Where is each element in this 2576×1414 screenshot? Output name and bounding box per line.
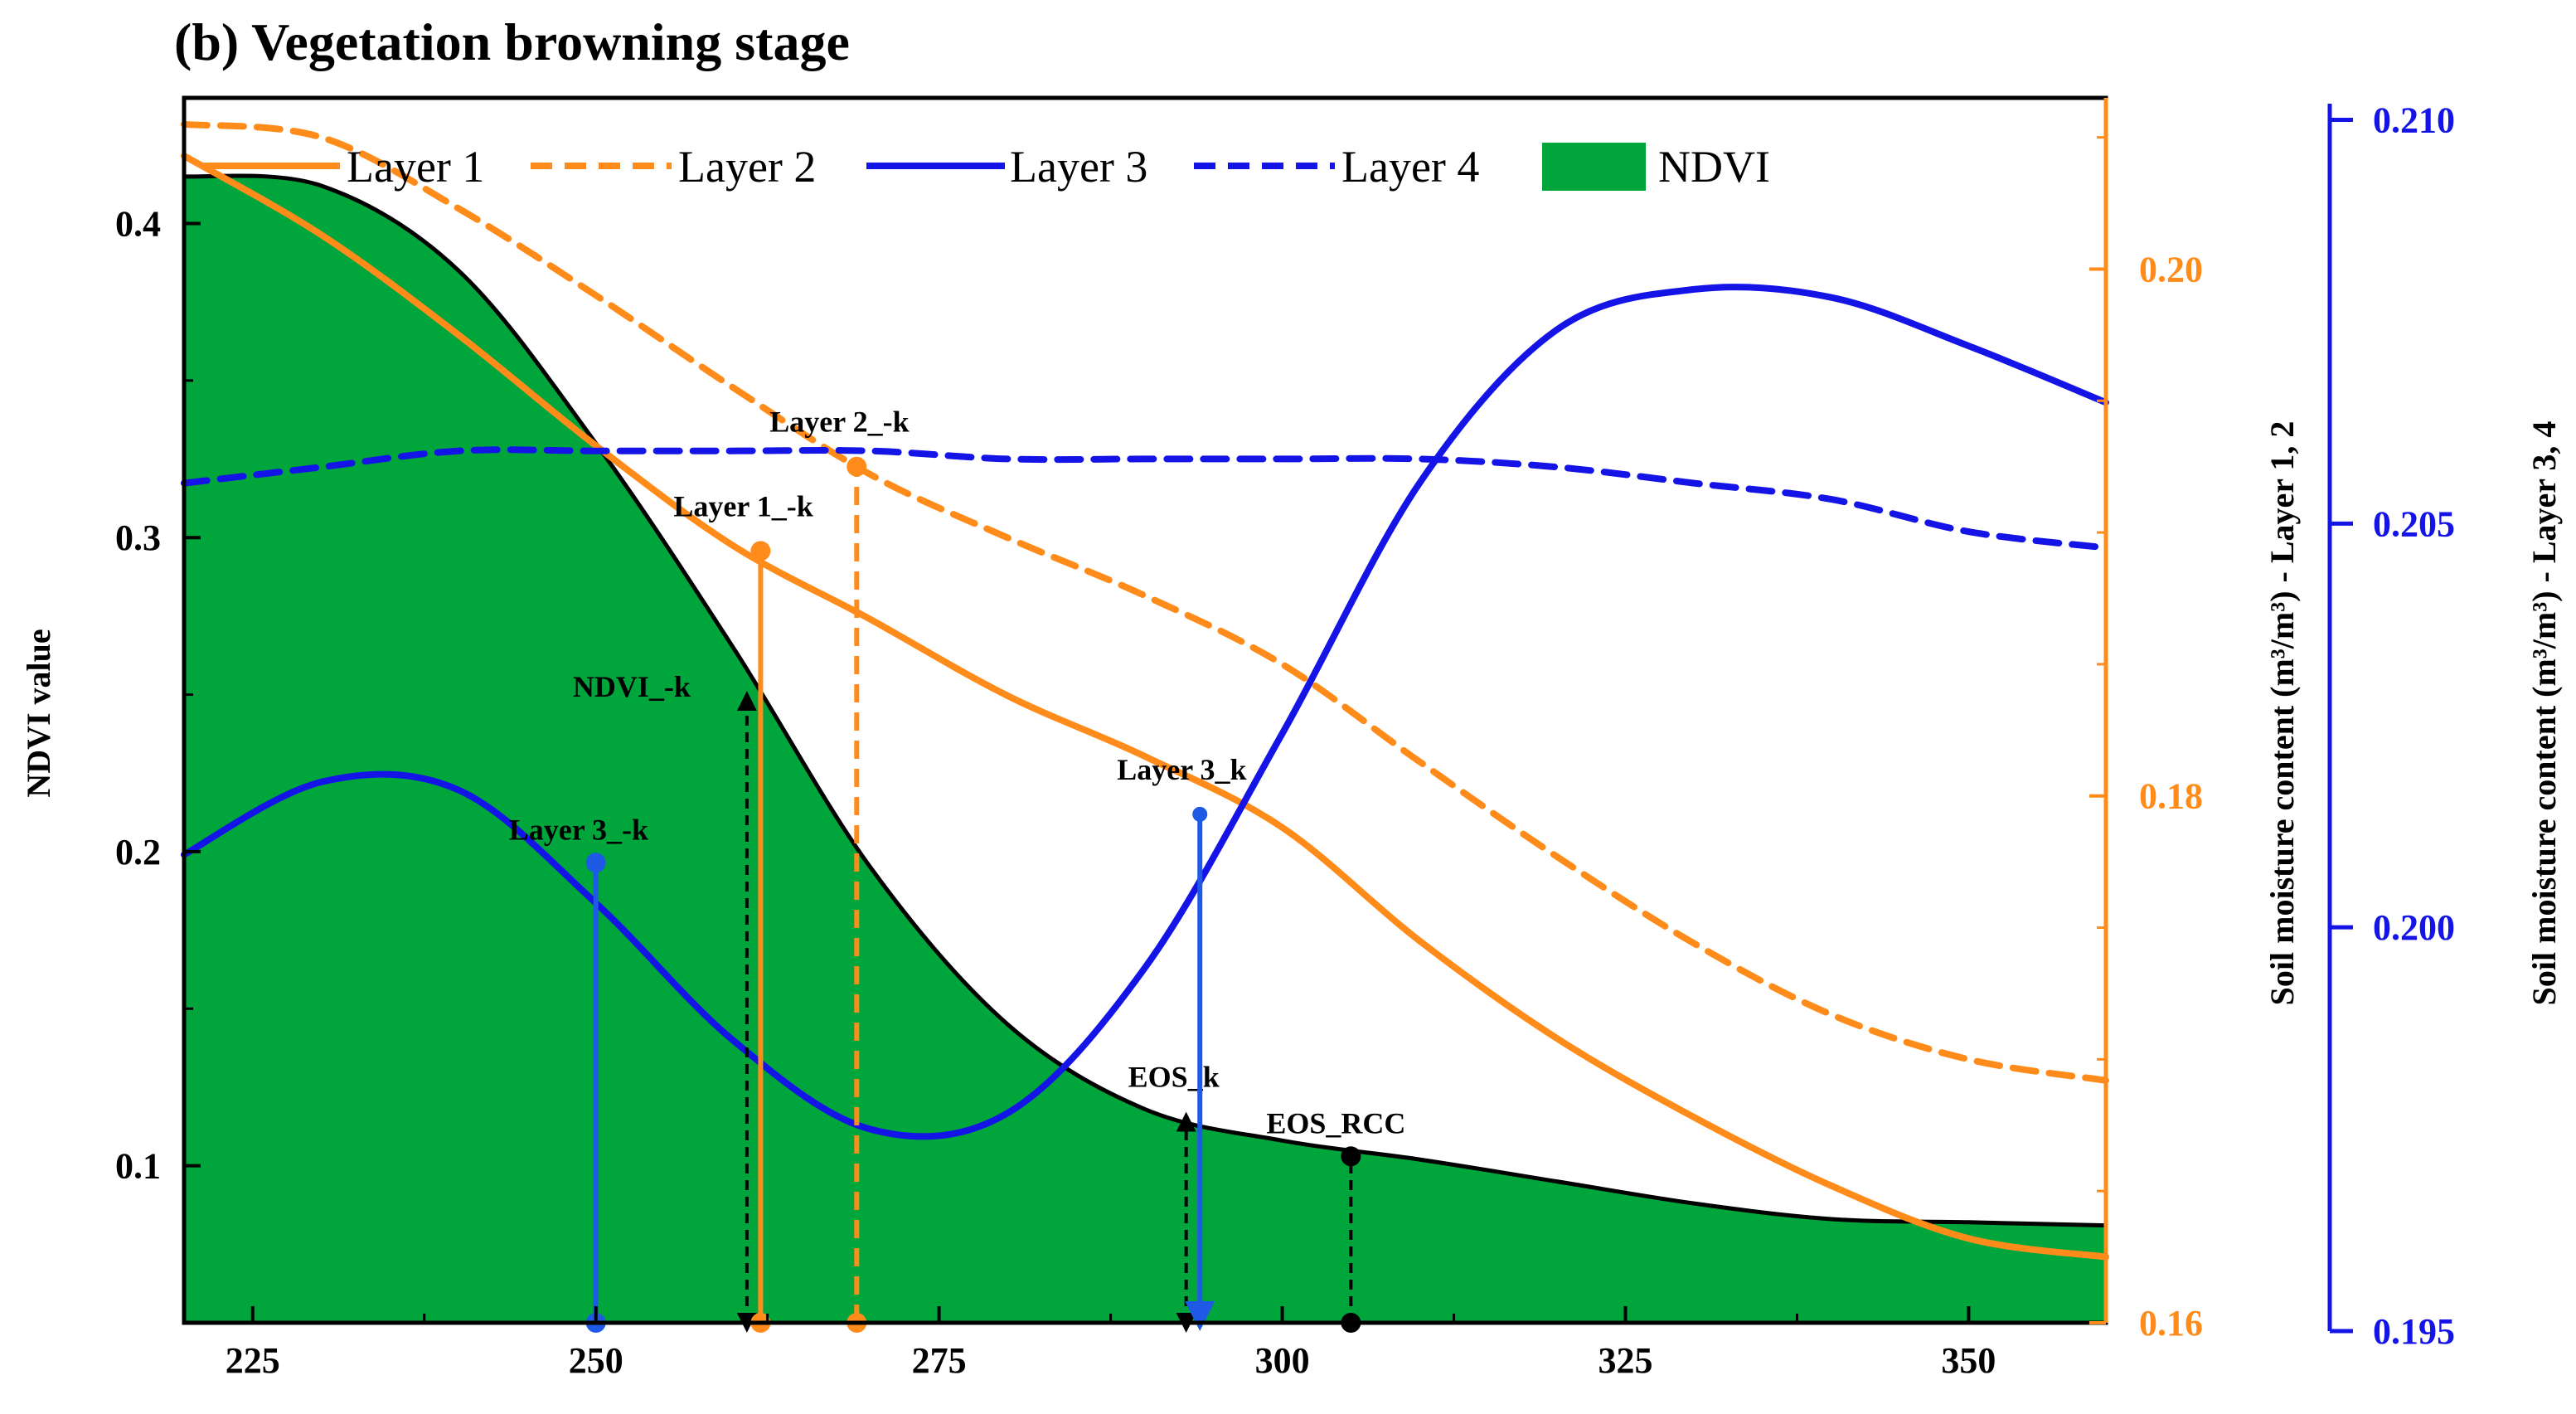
- x-axis-ticks: 225 250 275 300 325 350: [226, 1306, 1996, 1381]
- legend-label-layer-1: Layer 1: [347, 142, 484, 192]
- series-line-ndvi: [182, 173, 2108, 1228]
- marker-3-dot-top: [847, 456, 867, 477]
- left-tick-label-0: 0.1: [115, 1146, 161, 1187]
- marker-5-dot-top: [1192, 806, 1208, 822]
- marker-0-label: Layer 3_-k: [509, 813, 648, 846]
- x-tick-label-1: 250: [569, 1340, 623, 1381]
- ndvi-area-layer: [184, 175, 2106, 1324]
- series-line-layer-4: [181, 446, 2109, 552]
- x-tick-label-2: 275: [912, 1340, 967, 1381]
- marker-5-label: Layer 3_k: [1117, 753, 1246, 786]
- marker-4-label: EOS_k: [1128, 1061, 1220, 1094]
- marker-2-label: Layer 1_-k: [673, 489, 813, 522]
- left-axis-title: NDVI value: [20, 629, 57, 797]
- right2-tick-label-2: 0.205: [2373, 503, 2455, 544]
- left-tick-label-2: 0.3: [115, 517, 161, 558]
- legend-label-ndvi: NDVI: [1658, 142, 1770, 192]
- series-line-layer-3: [181, 284, 2109, 1140]
- right-axis-2-title: Soil moisture content (m³/m³) - Layer 3,…: [2525, 421, 2563, 1006]
- right2-tick-label-3: 0.210: [2373, 100, 2455, 140]
- right-axis-1-ticks: 0.16 0.18 0.20: [2089, 136, 2203, 1344]
- x-tick-label-3: 300: [1255, 1340, 1310, 1381]
- chart-title: (b) Vegetation browning stage: [174, 12, 850, 71]
- right2-tick-label-0: 0.195: [2373, 1311, 2455, 1352]
- right-axis-1-title: Soil moisture content (m³/m³) - Layer 1,…: [2263, 421, 2301, 1006]
- series-line-layer-2: [181, 120, 2109, 1084]
- marker-2-dot-top: [750, 541, 771, 561]
- ndvi-area-fill: [184, 175, 2106, 1324]
- right1-tick-label-2: 0.20: [2139, 249, 2203, 289]
- marker-6-dot-top: [1341, 1146, 1361, 1167]
- right2-tick-label-1: 0.200: [2373, 907, 2455, 948]
- right1-tick-label-1: 0.18: [2139, 776, 2203, 817]
- x-tick-label-5: 350: [1941, 1340, 1996, 1381]
- marker-6-label: EOS_RCC: [1266, 1106, 1405, 1139]
- legend-label-layer-2: Layer 2: [678, 142, 816, 192]
- x-tick-label-0: 225: [226, 1340, 280, 1381]
- right1-tick-label-0: 0.16: [2139, 1303, 2203, 1344]
- left-tick-label-3: 0.4: [115, 203, 161, 244]
- legend: Layer 1 Layer 2 Layer 3 Layer 4 NDVI: [203, 142, 1770, 192]
- left-tick-label-1: 0.2: [115, 832, 161, 872]
- series-layer: [181, 120, 2109, 1261]
- series-line-layer-1: [181, 152, 2109, 1261]
- marker-0-dot-top: [585, 853, 606, 873]
- legend-label-layer-4: Layer 4: [1341, 142, 1479, 192]
- marker-layer: Layer 3_-k NDVI_-k Layer 1_-k Layer 2_-k EOS…: [509, 406, 1405, 1333]
- right-axis-2-ticks: 0.195 0.200 0.205 0.210: [2330, 100, 2455, 1352]
- legend-swatch-ndvi: [1542, 143, 1646, 191]
- marker-3-label: Layer 2_-k: [769, 406, 909, 439]
- x-tick-label-4: 325: [1598, 1340, 1653, 1381]
- left-axis-ticks: 0.1 0.2 0.3 0.4: [115, 203, 201, 1324]
- marker-1-label: NDVI_-k: [573, 670, 691, 703]
- legend-label-layer-3: Layer 3: [1010, 142, 1147, 192]
